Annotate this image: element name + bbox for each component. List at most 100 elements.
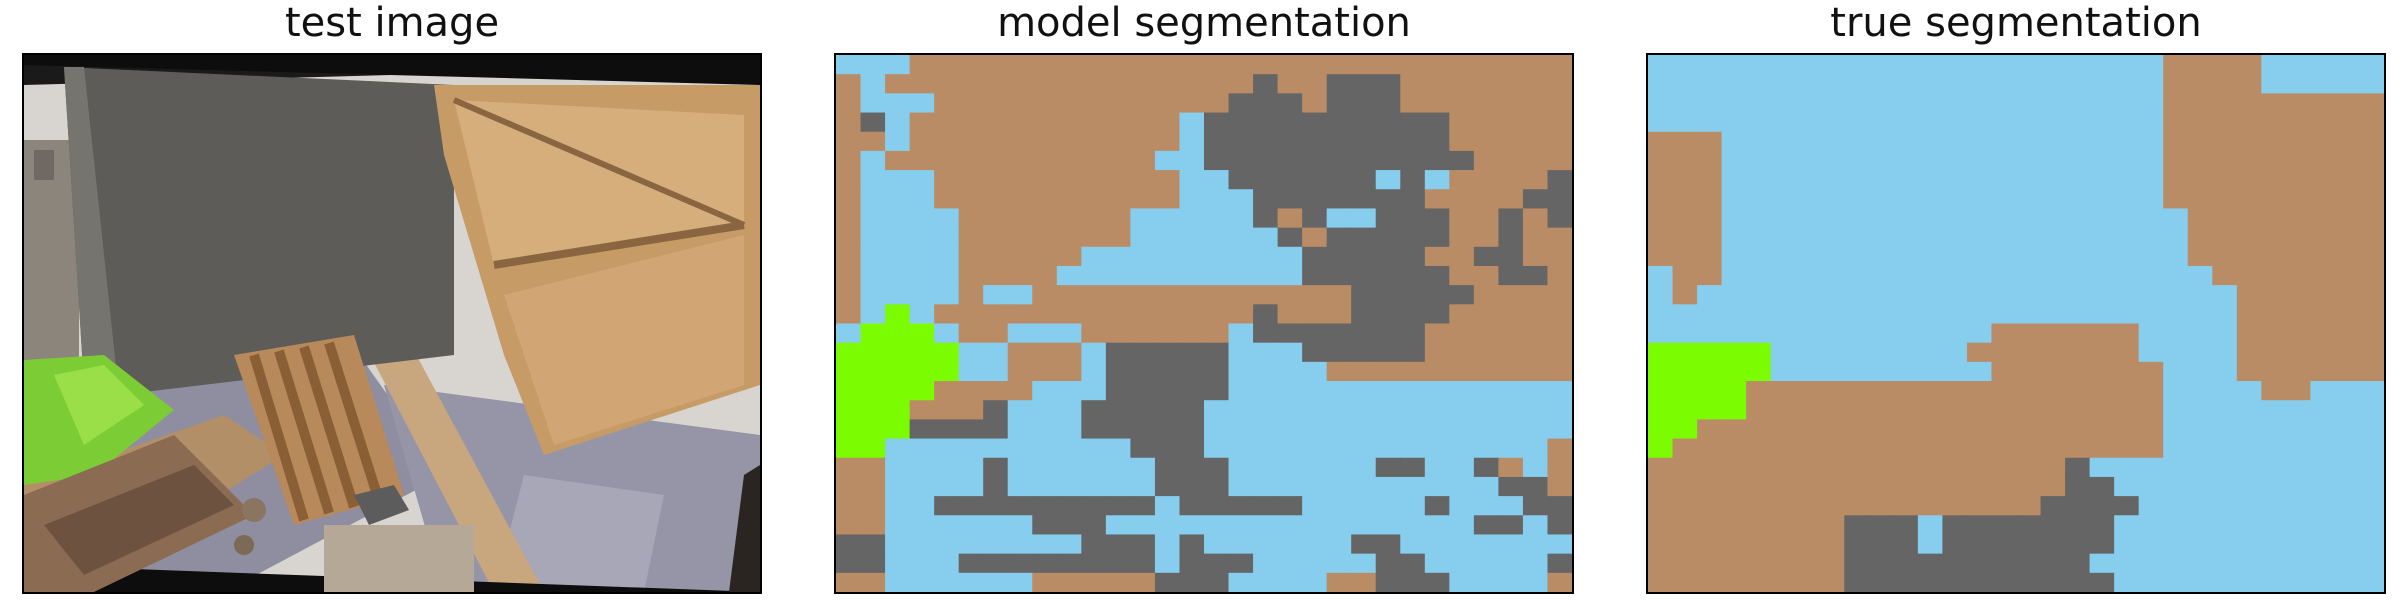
model-segmentation-cell bbox=[909, 74, 935, 94]
true-segmentation-cell bbox=[1697, 553, 1723, 574]
model-segmentation-cell bbox=[1204, 496, 1230, 516]
model-segmentation-cell bbox=[1228, 457, 1254, 478]
true-segmentation-cell bbox=[1746, 419, 1772, 440]
true-segmentation-cell bbox=[2163, 534, 2189, 555]
model-segmentation-cell bbox=[983, 381, 1009, 401]
model-segmentation-cell bbox=[1351, 131, 1377, 152]
true-segmentation-cell bbox=[1991, 476, 2017, 497]
model-segmentation-cell bbox=[1473, 457, 1499, 478]
model-segmentation-cell bbox=[1130, 74, 1156, 94]
model-segmentation-cell bbox=[1277, 553, 1303, 574]
model-segmentation-cell bbox=[1056, 381, 1082, 401]
true-segmentation-cell bbox=[1746, 323, 1772, 344]
panel-title-true-segmentation: true segmentation bbox=[1830, 0, 2202, 46]
model-segmentation-cell bbox=[1130, 55, 1156, 75]
model-segmentation-cell bbox=[1473, 304, 1499, 325]
model-segmentation-cell bbox=[1498, 55, 1524, 75]
model-segmentation-cell bbox=[1253, 170, 1279, 190]
true-segmentation-cell bbox=[1868, 457, 1894, 478]
true-segmentation-cell bbox=[1770, 131, 1796, 152]
true-segmentation-cell bbox=[1672, 55, 1698, 75]
model-segmentation-cell bbox=[1154, 150, 1181, 171]
true-segmentation-cell bbox=[1991, 438, 2017, 459]
true-segmentation-cell bbox=[2310, 304, 2336, 325]
true-segmentation-cell bbox=[2016, 457, 2042, 478]
true-segmentation-cell bbox=[2187, 189, 2213, 210]
true-segmentation-cell bbox=[1917, 400, 1943, 420]
model-segmentation-cell bbox=[1179, 150, 1205, 171]
model-segmentation-cell bbox=[1277, 400, 1303, 420]
true-segmentation-cell bbox=[1893, 112, 1919, 133]
true-segmentation-cell bbox=[1991, 265, 2017, 286]
model-segmentation-cell bbox=[1424, 419, 1450, 440]
model-segmentation-cell bbox=[1130, 572, 1156, 592]
true-segmentation-cell bbox=[1795, 342, 1821, 363]
true-segmentation-cell bbox=[2310, 361, 2336, 382]
true-segmentation-cell bbox=[2236, 381, 2262, 401]
true-segmentation-cell bbox=[2334, 496, 2361, 516]
model-segmentation-cell bbox=[1351, 457, 1377, 478]
model-segmentation-cell bbox=[909, 285, 935, 305]
model-segmentation-cell bbox=[1204, 419, 1230, 440]
model-segmentation-cell bbox=[1302, 265, 1328, 286]
model-segmentation-cell bbox=[1522, 381, 1549, 401]
true-segmentation-cell bbox=[1868, 438, 1894, 459]
true-segmentation-cell bbox=[2040, 534, 2066, 555]
true-segmentation-cell bbox=[1942, 457, 1968, 478]
model-segmentation-cell bbox=[1081, 170, 1107, 190]
model-segmentation-cell bbox=[1204, 189, 1230, 210]
true-segmentation-cell bbox=[1721, 246, 1747, 267]
model-segmentation-cell bbox=[1081, 381, 1107, 401]
true-segmentation-cell bbox=[2040, 170, 2066, 190]
true-segmentation-cell bbox=[1966, 438, 1993, 459]
true-segmentation-cell bbox=[2359, 74, 2384, 94]
model-segmentation-cell bbox=[958, 438, 984, 459]
true-segmentation-cell bbox=[2138, 553, 2164, 574]
model-segmentation-cell bbox=[1449, 112, 1475, 133]
true-segmentation-cell bbox=[2065, 246, 2091, 267]
model-segmentation-cell bbox=[1498, 342, 1524, 363]
model-segmentation-cell bbox=[1179, 457, 1205, 478]
model-segmentation-cell bbox=[1375, 112, 1401, 133]
true-segmentation-cell bbox=[2310, 265, 2336, 286]
model-segmentation-cell bbox=[1547, 131, 1572, 152]
model-segmentation-cell bbox=[1302, 496, 1328, 516]
true-segmentation-cell bbox=[1672, 496, 1698, 516]
true-segmentation-cell bbox=[1991, 419, 2017, 440]
true-segmentation-cell bbox=[2261, 572, 2287, 592]
model-segmentation-cell bbox=[1351, 572, 1377, 592]
model-segmentation-cell bbox=[1056, 189, 1082, 210]
model-segmentation-cell bbox=[1473, 438, 1499, 459]
model-segmentation-cell bbox=[1253, 227, 1279, 248]
true-segmentation-cell bbox=[2285, 265, 2311, 286]
true-segmentation-cell bbox=[2261, 361, 2287, 382]
model-segmentation-cell bbox=[1473, 112, 1499, 133]
model-segmentation-cell bbox=[1400, 285, 1426, 305]
model-segmentation-cell bbox=[1179, 112, 1205, 133]
model-segmentation-cell bbox=[836, 131, 862, 152]
model-segmentation-cell bbox=[1228, 55, 1254, 75]
true-segmentation-cell bbox=[2261, 285, 2287, 305]
model-segmentation-cell bbox=[1302, 227, 1328, 248]
true-segmentation-cell bbox=[2236, 572, 2262, 592]
true-segmentation-cell bbox=[1844, 457, 1870, 478]
true-segmentation-cell bbox=[2163, 74, 2189, 94]
true-segmentation-cell bbox=[1942, 438, 1968, 459]
true-segmentation-cell bbox=[2040, 457, 2066, 478]
true-segmentation-cell bbox=[1672, 438, 1698, 459]
true-segmentation-cell bbox=[1672, 150, 1698, 171]
true-segmentation-cell bbox=[1819, 246, 1845, 267]
true-segmentation-cell bbox=[2236, 265, 2262, 286]
model-segmentation-cell bbox=[1375, 93, 1401, 114]
true-segmentation-cell bbox=[2310, 74, 2336, 94]
model-segmentation-cell bbox=[983, 74, 1009, 94]
true-segmentation-cell bbox=[1868, 265, 1894, 286]
model-segmentation-cell bbox=[1449, 381, 1475, 401]
model-segmentation-cell bbox=[1228, 208, 1254, 229]
true-segmentation-cell bbox=[1795, 496, 1821, 516]
model-segmentation-cell bbox=[1375, 476, 1401, 497]
true-segmentation-cell bbox=[2212, 285, 2238, 305]
true-segmentation-cell bbox=[2212, 457, 2238, 478]
model-segmentation-cell bbox=[1449, 534, 1475, 555]
model-segmentation-cell bbox=[1179, 55, 1205, 75]
